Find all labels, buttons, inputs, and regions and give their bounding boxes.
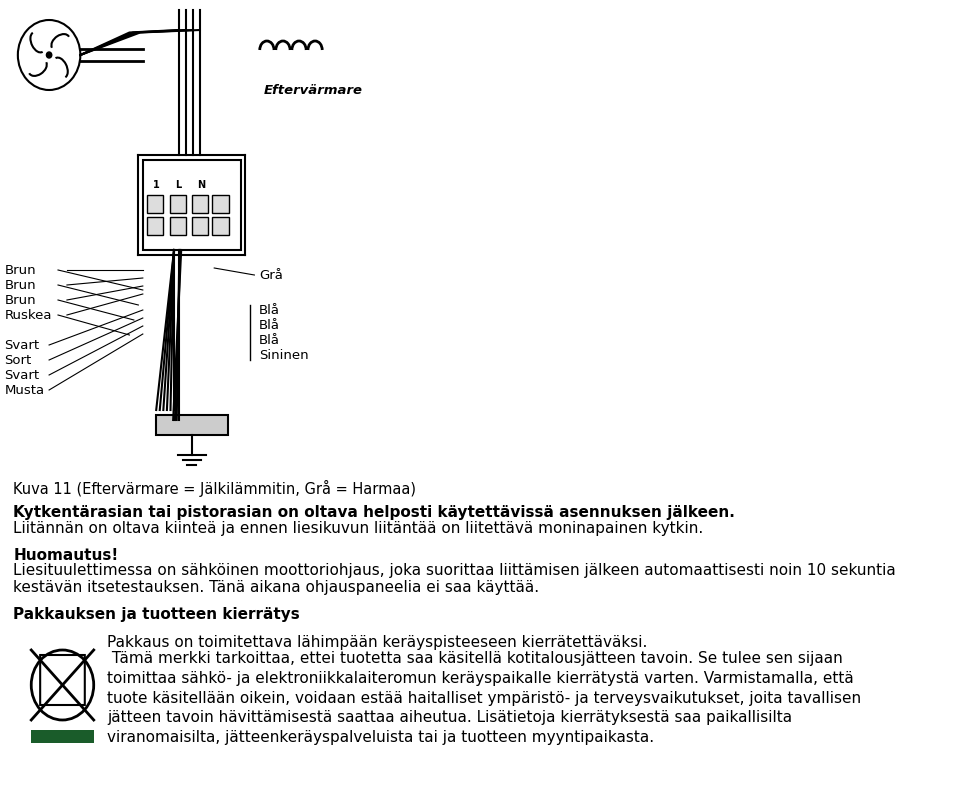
Bar xyxy=(147,195,163,213)
Text: Musta: Musta xyxy=(5,383,44,396)
Bar xyxy=(170,195,185,213)
Text: Kuva 11 (Eftervärmare = Jälkilämmitin, Grå = Harmaa): Kuva 11 (Eftervärmare = Jälkilämmitin, G… xyxy=(13,480,417,497)
Text: Brun: Brun xyxy=(5,293,36,307)
FancyBboxPatch shape xyxy=(40,655,84,705)
Bar xyxy=(32,730,94,743)
Bar xyxy=(143,160,241,250)
Bar xyxy=(192,217,208,235)
Text: Brun: Brun xyxy=(5,278,36,292)
Text: Sininen: Sininen xyxy=(259,348,308,362)
Text: Pakkaus on toimitettava lähimpään keräyspisteeseen kierrätettäväksi.: Pakkaus on toimitettava lähimpään keräys… xyxy=(108,635,647,650)
Bar xyxy=(147,217,163,235)
Text: Liesituulettimessa on sähköinen moottoriohjaus, joka suorittaa liittämisen jälke: Liesituulettimessa on sähköinen moottori… xyxy=(13,563,896,595)
Text: Blå: Blå xyxy=(259,304,280,316)
Text: Kytkentärasian tai pistorasian on oltava helposti käytettävissä asennuksen jälke: Kytkentärasian tai pistorasian on oltava… xyxy=(13,505,735,520)
Text: Sort: Sort xyxy=(5,354,32,367)
Text: Blå: Blå xyxy=(259,319,280,332)
Text: L: L xyxy=(176,180,181,190)
Bar xyxy=(156,415,228,435)
Text: Tämä merkki tarkoittaa, ettei tuotetta saa käsitellä kotitalousjätteen tavoin. S: Tämä merkki tarkoittaa, ettei tuotetta s… xyxy=(108,651,861,745)
Bar xyxy=(212,217,228,235)
Text: Huomautus!: Huomautus! xyxy=(13,548,119,563)
Text: Brun: Brun xyxy=(5,264,36,277)
Text: Svart: Svart xyxy=(5,339,39,351)
Bar xyxy=(192,195,208,213)
Text: Blå: Blå xyxy=(259,333,280,347)
Text: Grå: Grå xyxy=(259,269,283,281)
Text: Liitännän on oltava kiinteä ja ennen liesikuvun liitäntää on liitettävä moninapa: Liitännän on oltava kiinteä ja ennen lie… xyxy=(13,521,704,536)
Text: Pakkauksen ja tuotteen kierrätys: Pakkauksen ja tuotteen kierrätys xyxy=(13,607,300,622)
Text: Svart: Svart xyxy=(5,368,39,382)
Text: Eftervärmare: Eftervärmare xyxy=(263,84,362,96)
Text: 1: 1 xyxy=(153,180,159,190)
Bar xyxy=(170,217,185,235)
Text: N: N xyxy=(197,180,204,190)
Circle shape xyxy=(46,52,52,58)
Text: Ruskea: Ruskea xyxy=(5,308,52,321)
Bar xyxy=(212,195,228,213)
